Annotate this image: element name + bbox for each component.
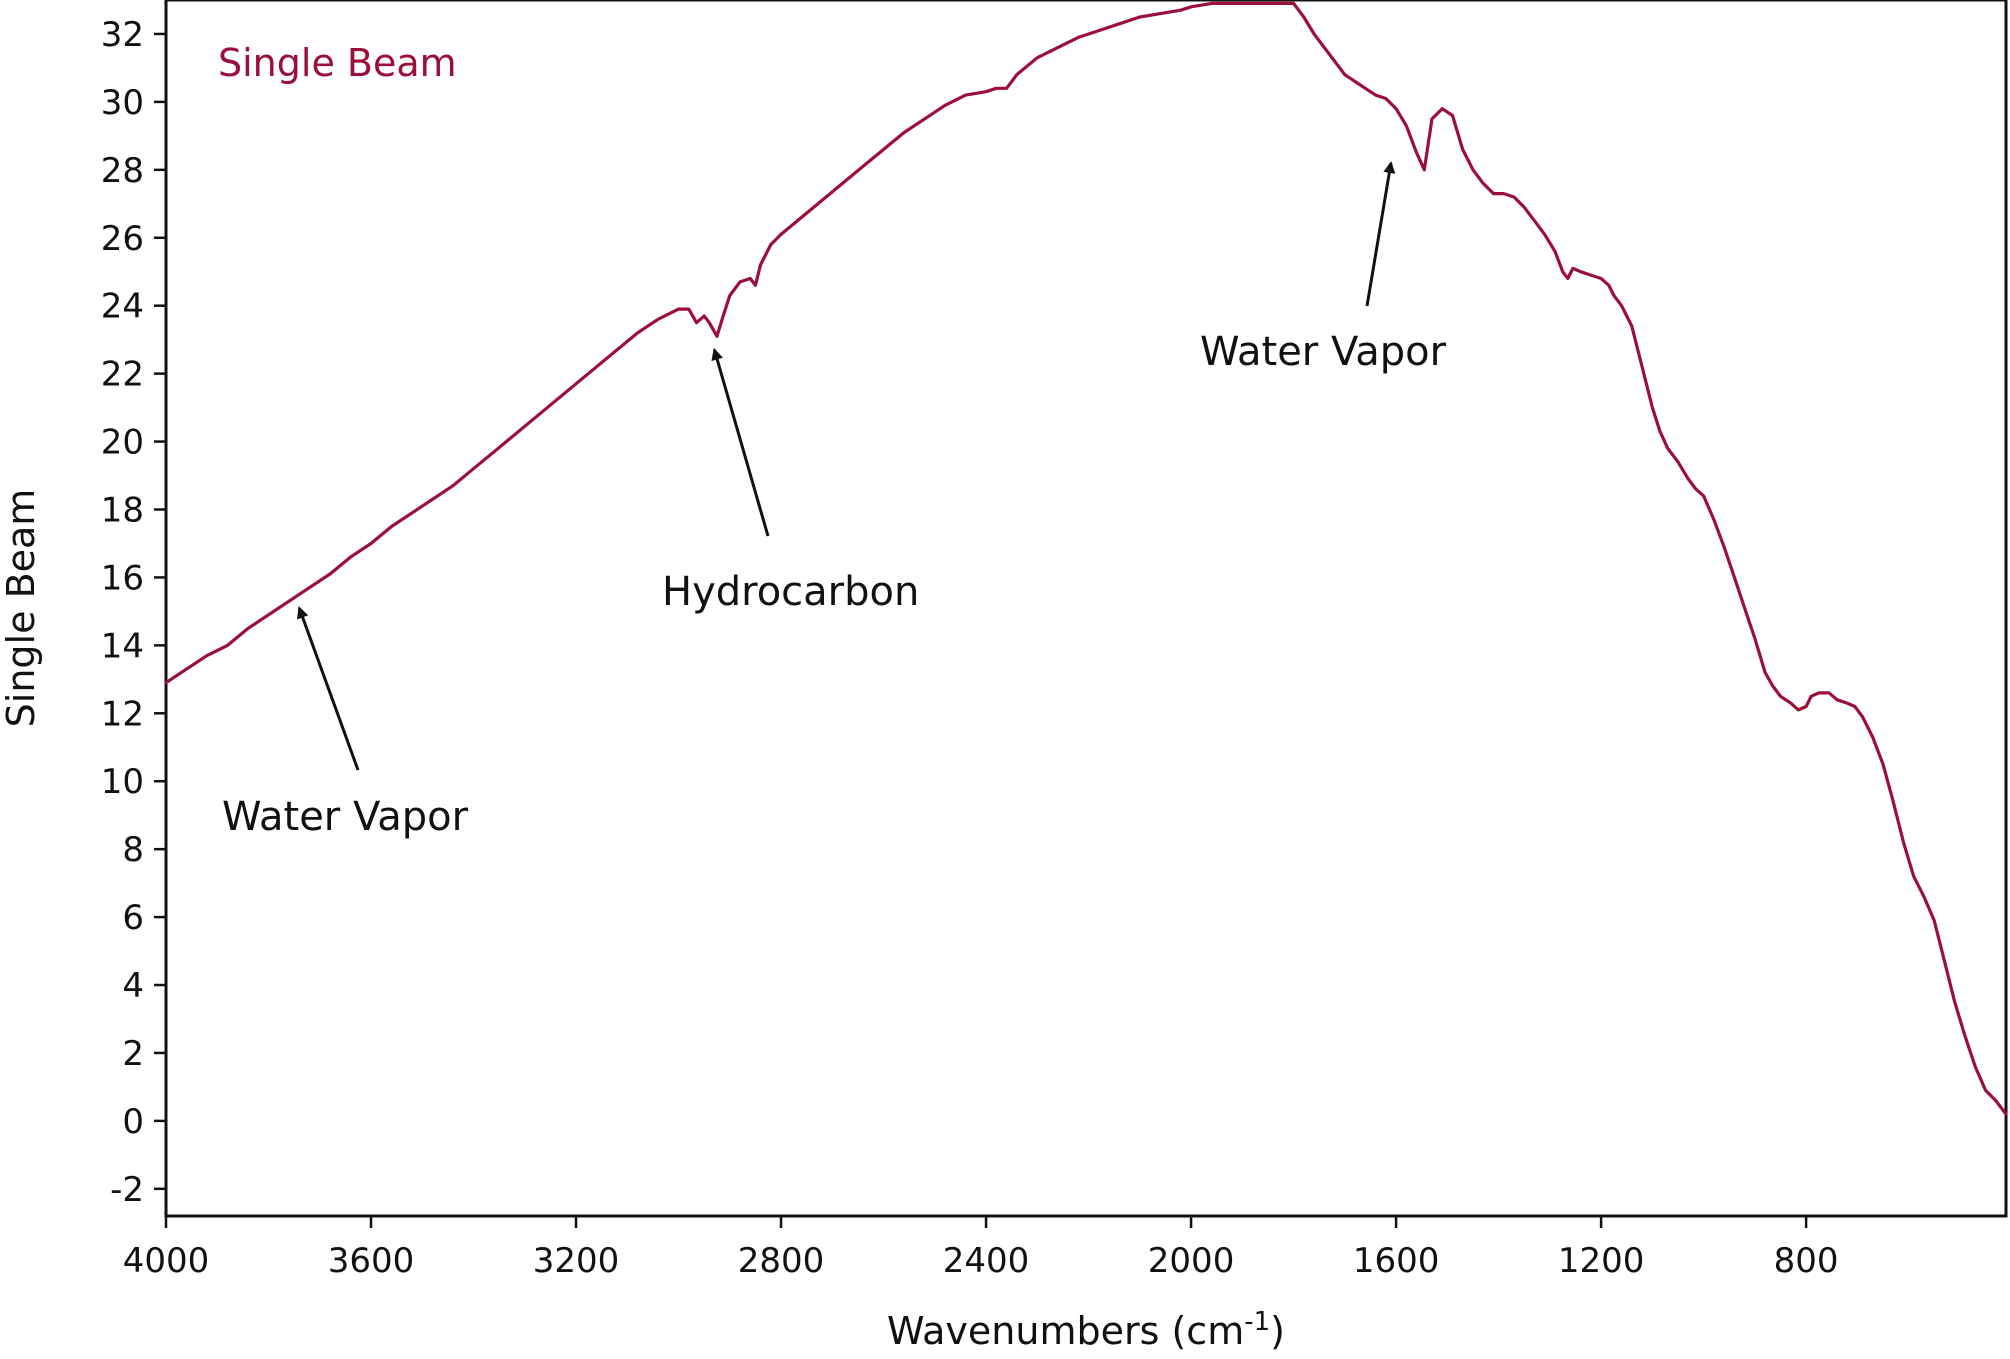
single-beam-series-line (164, 1, 2008, 1116)
y-tick-label: 12 (101, 694, 144, 734)
annotation-arrow (1365, 161, 1396, 307)
y-axis-title: Single Beam (0, 489, 43, 728)
x-tick-label: 4000 (123, 1241, 210, 1281)
x-axis-title: Wavenumbers (cm-1) (887, 1307, 1285, 1353)
y-tick-label: 14 (101, 626, 144, 666)
y-tick-label: 30 (101, 83, 144, 123)
y-tick-label: 18 (101, 490, 144, 530)
x-axis-title-text: Wavenumbers (cm (887, 1309, 1244, 1353)
x-tick-label: 2000 (1148, 1241, 1235, 1281)
y-tick-label: 28 (101, 151, 144, 191)
annotation-label: Hydrocarbon (662, 569, 919, 615)
plot-area-frame (164, 0, 2008, 1218)
x-axis: 4000 3600 3200 2800 2400 2000 1600 1200 800 (123, 1216, 1839, 1281)
y-tick-label: 20 (101, 423, 144, 463)
x-axis-title-superscript: -1 (1244, 1307, 1270, 1337)
y-tick-label: 8 (122, 830, 144, 870)
x-tick-label: 2800 (738, 1241, 825, 1281)
y-tick-label: 4 (122, 966, 144, 1006)
y-tick-label: 0 (122, 1102, 144, 1142)
annotations: Water Vapor Hydrocarbon Water Vapor (222, 161, 1447, 840)
x-tick-label: 1200 (1558, 1241, 1645, 1281)
annotation-arrow (711, 347, 770, 537)
y-tick-label: -2 (110, 1170, 144, 1210)
y-tick-label: 22 (101, 355, 144, 395)
legend-label: Single Beam (218, 41, 457, 85)
y-tick-label: 16 (101, 558, 144, 598)
y-tick-label: 10 (101, 762, 144, 802)
y-tick-label: 32 (101, 15, 144, 55)
x-axis-title-close: ) (1270, 1309, 1285, 1353)
x-tick-label: 800 (1774, 1241, 1839, 1281)
annotation-label: Water Vapor (1200, 329, 1447, 375)
annotation-arrow (297, 606, 360, 771)
x-tick-label: 1600 (1353, 1241, 1440, 1281)
y-tick-label: 6 (122, 898, 144, 938)
y-tick-label: 26 (101, 219, 144, 259)
annotation-label: Water Vapor (222, 794, 469, 840)
y-tick-label: 2 (122, 1034, 144, 1074)
y-tick-label: 24 (101, 287, 144, 327)
x-tick-label: 3200 (533, 1241, 620, 1281)
x-tick-label: 3600 (328, 1241, 415, 1281)
x-tick-label: 2400 (943, 1241, 1030, 1281)
